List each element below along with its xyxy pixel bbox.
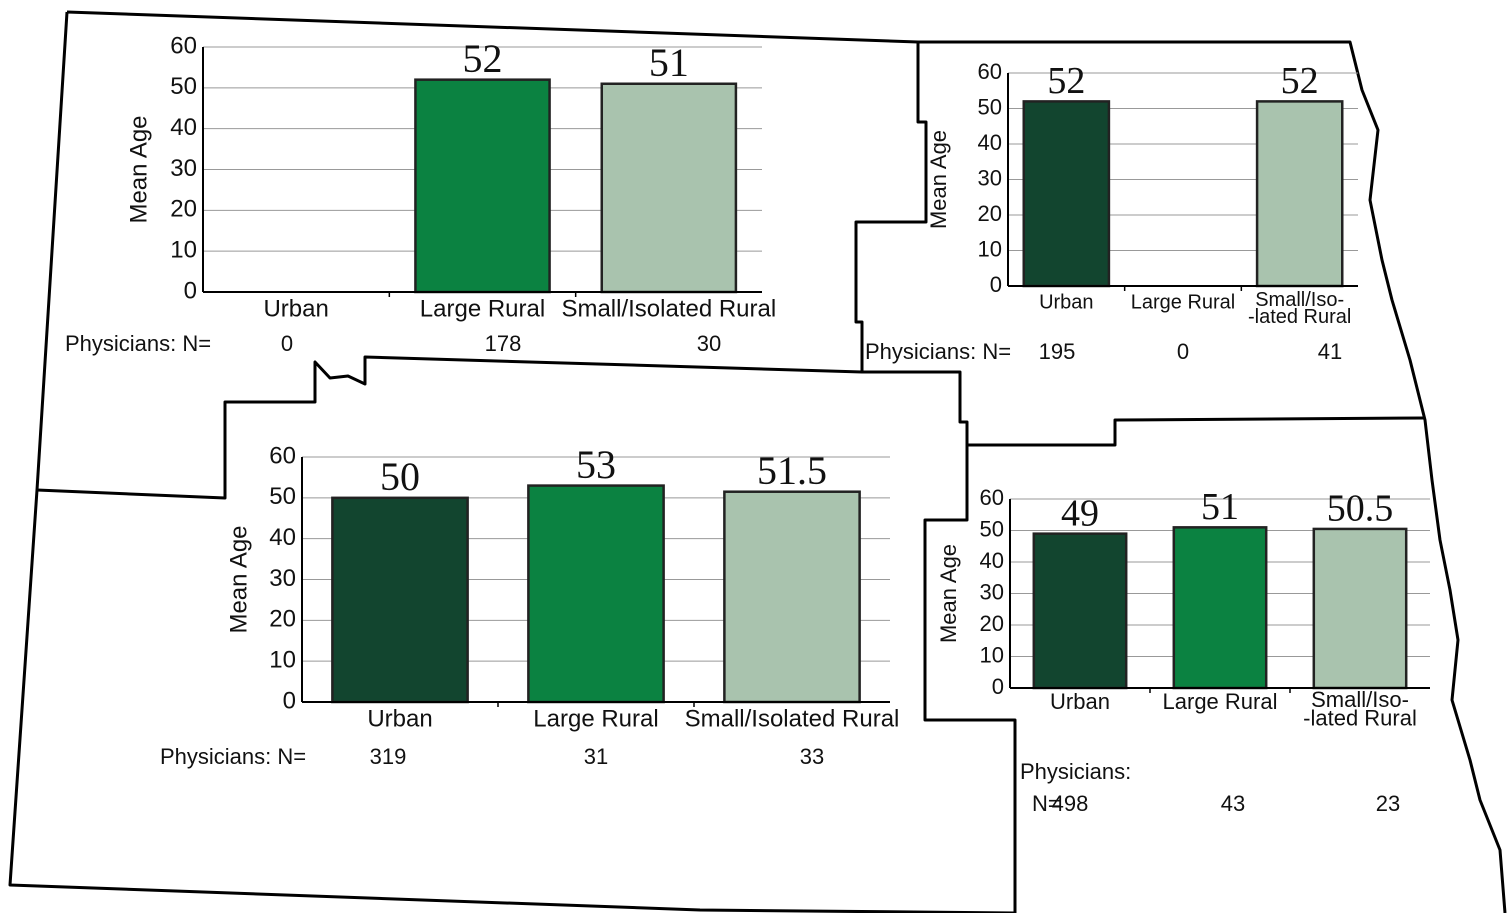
y-tick-label: 20 [978,201,1002,226]
n-value: 31 [584,744,608,769]
n-value: 33 [800,744,824,769]
value-label: 49 [1061,492,1099,534]
bar-chart: 0 10 20 30 40 50 60 Mean Age 49 Urban 51 Large Rura… [936,485,1430,816]
y-tick-label: 40 [978,130,1002,155]
n-label: Physicians: N= [160,744,306,769]
y-tick-label: 30 [980,579,1004,604]
value-label: 51 [649,40,689,85]
bar-chart: 0 10 20 30 40 50 60 Mean Age 50 Urban 53 Large Rura… [160,442,899,769]
y-tick-label: 0 [992,674,1004,699]
y-tick-label: 0 [184,277,197,304]
x-tick-label: Large Rural [420,295,545,322]
value-label: 52 [1047,60,1085,102]
n-value: 23 [1376,791,1400,816]
y-tick-label: 30 [170,155,197,182]
bar [600,82,738,294]
x-tick-label-line: -lated Rural [1248,306,1351,328]
y-axis-label: Mean Age [225,525,252,633]
x-tick-label: Small/Iso--lated Rural [1248,289,1351,328]
y-tick-label: 10 [978,236,1002,261]
n-value: 195 [1039,339,1076,364]
y-tick-label: 10 [170,237,197,264]
x-tick-label: Large Rural [533,705,658,732]
x-tick-label: Urban [1050,689,1110,714]
y-axis-label: Mean Age [936,544,961,643]
y-tick-label: 10 [980,642,1004,667]
y-tick-label: 60 [170,32,197,59]
x-tick-label: Urban [263,295,328,322]
y-axis-label: Mean Age [926,130,951,229]
n-value: 41 [1318,339,1342,364]
value-label: 50 [380,454,420,499]
y-tick-label: 20 [170,196,197,223]
value-label: 52 [463,36,503,81]
y-tick-label: 40 [170,114,197,141]
y-tick-label: 20 [980,611,1004,636]
y-tick-label: 0 [283,687,296,714]
x-tick-label: Small/Isolated Rural [685,705,900,732]
n-label: Physicians: N= [865,339,1011,364]
value-label: 52 [1281,60,1319,102]
bar [1172,526,1268,690]
value-label: 50.5 [1327,488,1394,530]
value-label: 51.5 [757,448,827,493]
bar-chart: 0 10 20 30 40 50 60 Mean Age 52 Urban Large Rural 5… [865,59,1358,364]
y-tick-label: 30 [978,165,1002,190]
value-label: 53 [576,442,616,487]
y-tick-label: 40 [980,548,1004,573]
n-label: Physicians: [1020,759,1131,784]
bar-chart: 0 10 20 30 40 50 60 Mean Age Urban 52 Large Rural 5… [65,32,776,355]
y-tick-label: 60 [980,485,1004,510]
y-tick-label: 20 [269,606,296,633]
x-tick-label-line: Small/Iso- [1311,687,1409,712]
y-axis-label: Mean Age [125,115,152,223]
bar [1312,527,1408,690]
bar [1255,100,1344,288]
n-value: 498 [1052,791,1089,816]
outer-border [8,10,1507,913]
n-prefix: N= [1032,791,1061,816]
x-tick-label-line: Small/Iso- [1255,289,1344,311]
x-tick-label-line: -lated Rural [1303,706,1417,731]
bar [331,496,469,704]
n-label: Physicians: N= [65,331,211,356]
n-value: 0 [281,331,293,356]
y-tick-label: 0 [990,272,1002,297]
y-tick-label: 60 [269,442,296,469]
x-tick-label: Large Rural [1163,689,1278,714]
y-tick-label: 10 [269,647,296,674]
n-value: 319 [370,744,407,769]
y-tick-label: 60 [978,59,1002,84]
y-tick-label: 50 [978,94,1002,119]
value-label: 51 [1201,486,1239,528]
x-tick-label: Large Rural [1131,291,1236,313]
bar [527,484,665,704]
x-tick-label: Small/Iso--lated Rural [1303,687,1417,731]
n-value: 43 [1221,791,1245,816]
y-tick-label: 30 [269,565,296,592]
n-value: 178 [485,331,522,356]
x-tick-label: Urban [367,705,432,732]
border [923,445,1017,913]
bar [414,78,551,294]
border [36,42,928,500]
x-tick-label: Small/Isolated Rural [561,295,776,322]
n-value: 0 [1177,339,1189,364]
n-value: 30 [697,331,721,356]
bar [1032,532,1128,690]
bar [723,490,861,704]
y-tick-label: 50 [980,516,1004,541]
y-tick-label: 50 [170,73,197,100]
y-tick-label: 40 [269,524,296,551]
border [862,370,1426,447]
x-tick-label: Urban [1039,291,1093,313]
state-outlines [8,10,1507,913]
y-tick-label: 50 [269,483,296,510]
bar [1022,100,1111,288]
